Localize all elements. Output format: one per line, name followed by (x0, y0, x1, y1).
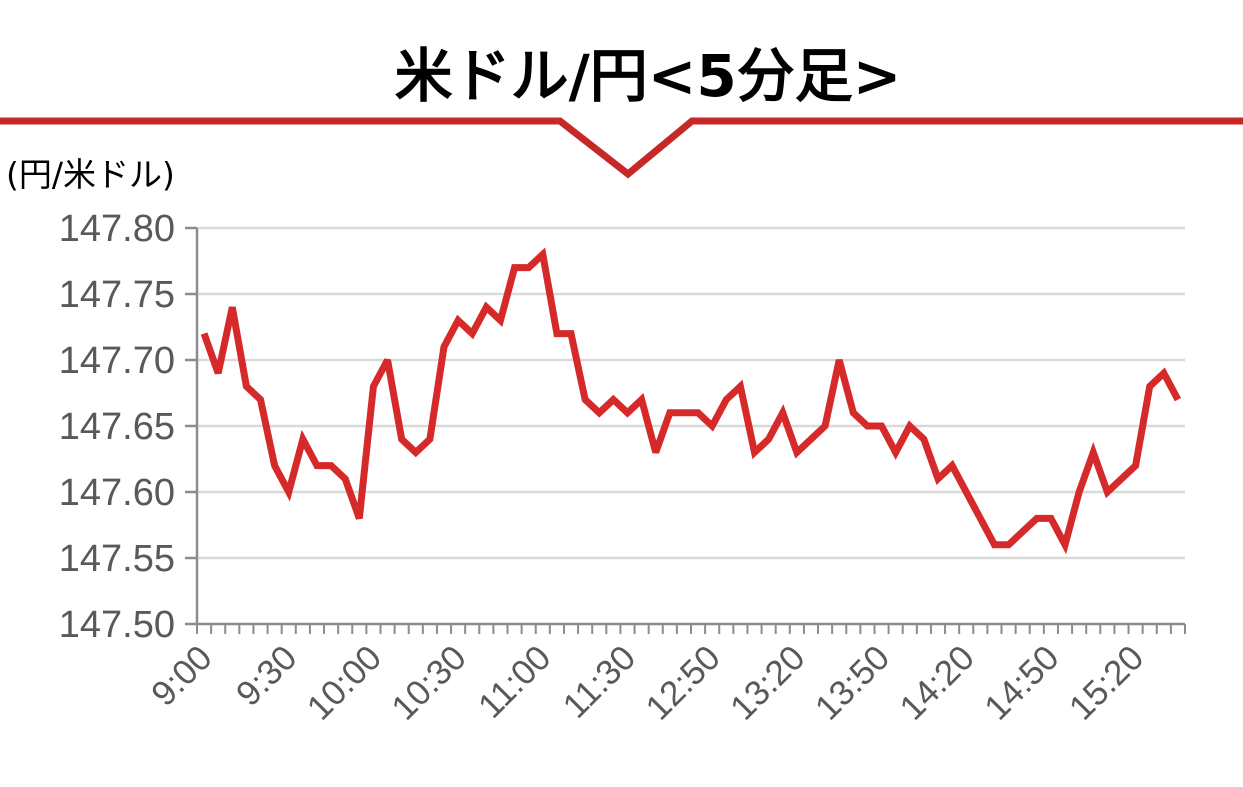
x-tick-label: 13:50 (808, 638, 898, 728)
y-tick-label: 147.75 (59, 274, 175, 316)
y-tick-label: 147.80 (59, 208, 175, 250)
y-tick-label: 147.55 (59, 538, 175, 580)
y-tick-label: 147.50 (59, 604, 175, 646)
x-tick-label: 13:20 (723, 638, 813, 728)
x-tick-label: 14:20 (892, 638, 982, 728)
x-tick-label: 10:00 (300, 638, 390, 728)
y-axis-tick-labels: 147.80 147.75 147.70 147.65 147.60 147.55 147.… (59, 208, 175, 646)
x-tick-label: 12:50 (638, 638, 728, 728)
x-tick-label: 14:50 (977, 638, 1067, 728)
series (200, 247, 1182, 555)
x-tick-label: 9:30 (229, 638, 305, 714)
y-tick-label: 147.70 (59, 340, 175, 382)
x-tick-label: 15:20 (1062, 638, 1152, 728)
chart-title: 米ドル/円<5分足> (395, 42, 902, 110)
y-tick-label: 147.60 (59, 472, 175, 514)
x-tick-label: 9:00 (144, 638, 220, 714)
axes (185, 226, 1186, 634)
x-axis-tick-labels: 9:00 9:3010:0010:3011:0011:3012:5013:2013… (144, 638, 1151, 728)
title-banner-line (0, 117, 1243, 179)
x-tick-label: 11:30 (555, 638, 643, 726)
x-tick-label: 10:30 (384, 638, 474, 728)
usd-jpy-price-line (200, 247, 1182, 555)
x-tick-label: 11:00 (471, 638, 559, 726)
grid-lines (197, 226, 1185, 560)
unit-label: (円/米ドル) (6, 155, 175, 194)
y-tick-label: 147.65 (59, 406, 175, 448)
